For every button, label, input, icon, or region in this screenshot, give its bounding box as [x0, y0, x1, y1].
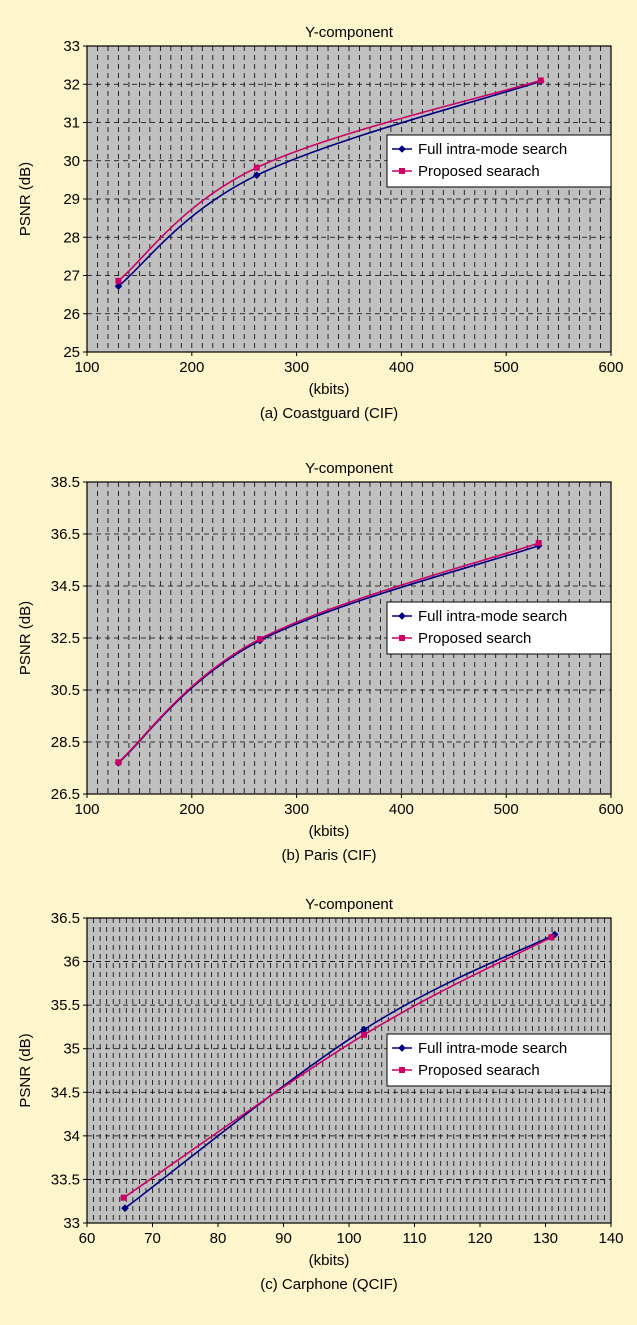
y-axis-label: PSNR (dB)	[17, 1033, 34, 1107]
chart-caption: (c) Carphone (QCIF)	[260, 1276, 398, 1293]
data-point	[548, 934, 555, 941]
data-point	[252, 171, 261, 180]
legend-label: Proposed searach	[418, 163, 540, 180]
x-tick-label: 90	[275, 1230, 292, 1247]
x-tick-label: 400	[389, 801, 414, 818]
legend-marker	[399, 1067, 405, 1073]
x-tick-label: 200	[179, 801, 204, 818]
x-tick-label: 300	[284, 359, 309, 376]
x-tick-label: 70	[144, 1230, 161, 1247]
x-tick-label: 500	[494, 359, 519, 376]
legend-marker	[398, 145, 406, 153]
y-tick-label: 25	[63, 344, 80, 361]
series-line	[117, 80, 542, 287]
x-axis-label: (kbits)	[309, 823, 350, 840]
series-line	[123, 936, 552, 1199]
legend-label: Full intra-mode search	[418, 141, 567, 158]
chart-title: Y-component	[305, 460, 394, 477]
y-tick-label: 31	[63, 115, 80, 132]
chart-2: Y-component 100 200 300 400 500 600 26.5 28.5 30.…	[17, 460, 624, 864]
data-point	[121, 1204, 129, 1212]
data-point	[120, 1194, 127, 1201]
data-point	[256, 636, 263, 643]
y-tick-label: 30.5	[51, 682, 80, 699]
y-tick-label: 36.5	[51, 910, 80, 927]
x-tick-label: 400	[389, 359, 414, 376]
data-point	[114, 282, 123, 291]
y-tick-label: 35.5	[51, 997, 80, 1014]
y-tick-label: 34	[63, 1128, 80, 1145]
y-tick-label: 34.5	[51, 1084, 80, 1101]
data-point	[360, 1025, 368, 1034]
series-line	[124, 933, 556, 1209]
legend-label: Proposed searach	[418, 1062, 540, 1079]
x-tick-label: 100	[74, 801, 99, 818]
data-point	[535, 540, 542, 547]
y-tick-label: 32.5	[51, 630, 80, 647]
data-point	[537, 77, 544, 84]
x-tick-label: 600	[598, 801, 623, 818]
y-tick-label: 26	[63, 306, 80, 323]
chart-1: Y-component 100 200 300 400 500 600 25 26 27 28 29 3…	[17, 24, 624, 422]
legend-box	[386, 1033, 612, 1087]
x-tick-label: 60	[79, 1230, 96, 1247]
legend-marker	[399, 635, 405, 641]
x-tick-label: 140	[598, 1230, 623, 1247]
x-tick-label: 500	[494, 801, 519, 818]
y-tick-label: 27	[63, 268, 80, 285]
legend-marker	[398, 1044, 406, 1052]
series-line	[117, 542, 539, 763]
y-tick-label: 38.5	[51, 474, 80, 491]
x-tick-label: 200	[179, 359, 204, 376]
y-tick-label: 33	[63, 1215, 80, 1232]
x-tick-label: 600	[598, 359, 623, 376]
x-tick-label: 130	[533, 1230, 558, 1247]
y-tick-label: 35	[63, 1041, 80, 1058]
legend-marker	[399, 168, 405, 174]
y-tick-label: 34.5	[51, 578, 80, 595]
x-axis-label: (kbits)	[309, 381, 350, 398]
chart-3: Y-component 60 70 80 90 100 110 120 130 140 33 33.5…	[17, 896, 624, 1293]
y-tick-label: 28.5	[51, 734, 80, 751]
x-tick-label: 80	[210, 1230, 227, 1247]
chart-caption: (a) Coastguard (CIF)	[260, 405, 398, 422]
legend-label: Full intra-mode search	[418, 608, 567, 625]
legend-box	[386, 601, 612, 655]
y-axis-label: PSNR (dB)	[17, 601, 34, 675]
y-tick-label: 26.5	[51, 786, 80, 803]
x-tick-label: 120	[467, 1230, 492, 1247]
y-tick-label: 29	[63, 191, 80, 208]
chart-title: Y-component	[305, 24, 394, 41]
y-tick-label: 30	[63, 153, 80, 170]
y-axis-label: PSNR (dB)	[17, 162, 34, 236]
x-tick-label: 110	[403, 1230, 427, 1247]
y-tick-label: 33.5	[51, 1171, 80, 1188]
data-point	[115, 277, 122, 284]
legend-box	[386, 134, 612, 188]
x-tick-label: 100	[74, 359, 99, 376]
chart-caption: (b) Paris (CIF)	[282, 847, 377, 864]
legend-label: Full intra-mode search	[418, 1040, 567, 1057]
data-point	[361, 1031, 368, 1038]
y-tick-label: 36	[63, 954, 80, 971]
y-tick-label: 36.5	[51, 526, 80, 543]
data-point	[253, 164, 260, 171]
y-tick-label: 32	[63, 76, 80, 93]
chart-title: Y-component	[305, 896, 394, 913]
x-axis-label: (kbits)	[309, 1252, 350, 1269]
y-tick-label: 33	[63, 38, 80, 55]
series-line	[117, 79, 542, 282]
data-point	[115, 759, 122, 766]
legend-label: Proposed search	[418, 630, 531, 647]
y-tick-label: 28	[63, 229, 80, 246]
x-tick-label: 100	[336, 1230, 361, 1247]
x-tick-label: 300	[284, 801, 309, 818]
